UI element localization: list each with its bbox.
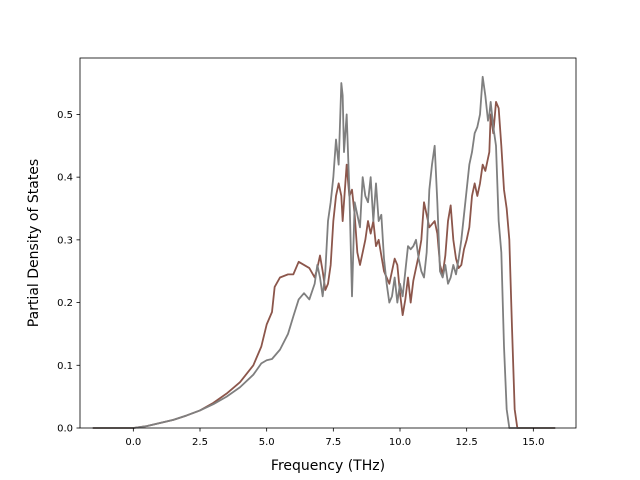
x-axis-ticks: 0.0 2.5 5.0 7.5 10.0 12.5 15.0 (125, 428, 544, 448)
x-tick-label: 2.5 (192, 437, 208, 448)
x-tick-label: 10.0 (389, 437, 411, 448)
y-axis-label: Partial Density of States (26, 159, 42, 327)
series-line-2 (92, 75, 556, 429)
y-axis-ticks: 0.0 0.1 0.2 0.3 0.4 0.5 (57, 110, 80, 435)
x-tick-label: 7.5 (325, 437, 341, 448)
y-tick-label: 0.4 (57, 173, 73, 184)
x-tick-label: 5.0 (259, 437, 275, 448)
series-layer (92, 75, 556, 429)
x-axis-label: Frequency (THz) (271, 458, 385, 474)
plot-area (80, 58, 576, 428)
x-tick-label: 12.5 (456, 437, 478, 448)
series-line-1 (92, 101, 556, 429)
y-tick-label: 0.0 (57, 424, 73, 435)
y-tick-label: 0.5 (57, 110, 73, 121)
x-tick-label: 15.0 (522, 437, 544, 448)
x-tick-label: 0.0 (125, 437, 141, 448)
y-tick-label: 0.3 (57, 235, 73, 246)
y-tick-label: 0.1 (57, 361, 73, 372)
plot-frame (79, 57, 577, 429)
y-tick-label: 0.2 (57, 298, 73, 309)
